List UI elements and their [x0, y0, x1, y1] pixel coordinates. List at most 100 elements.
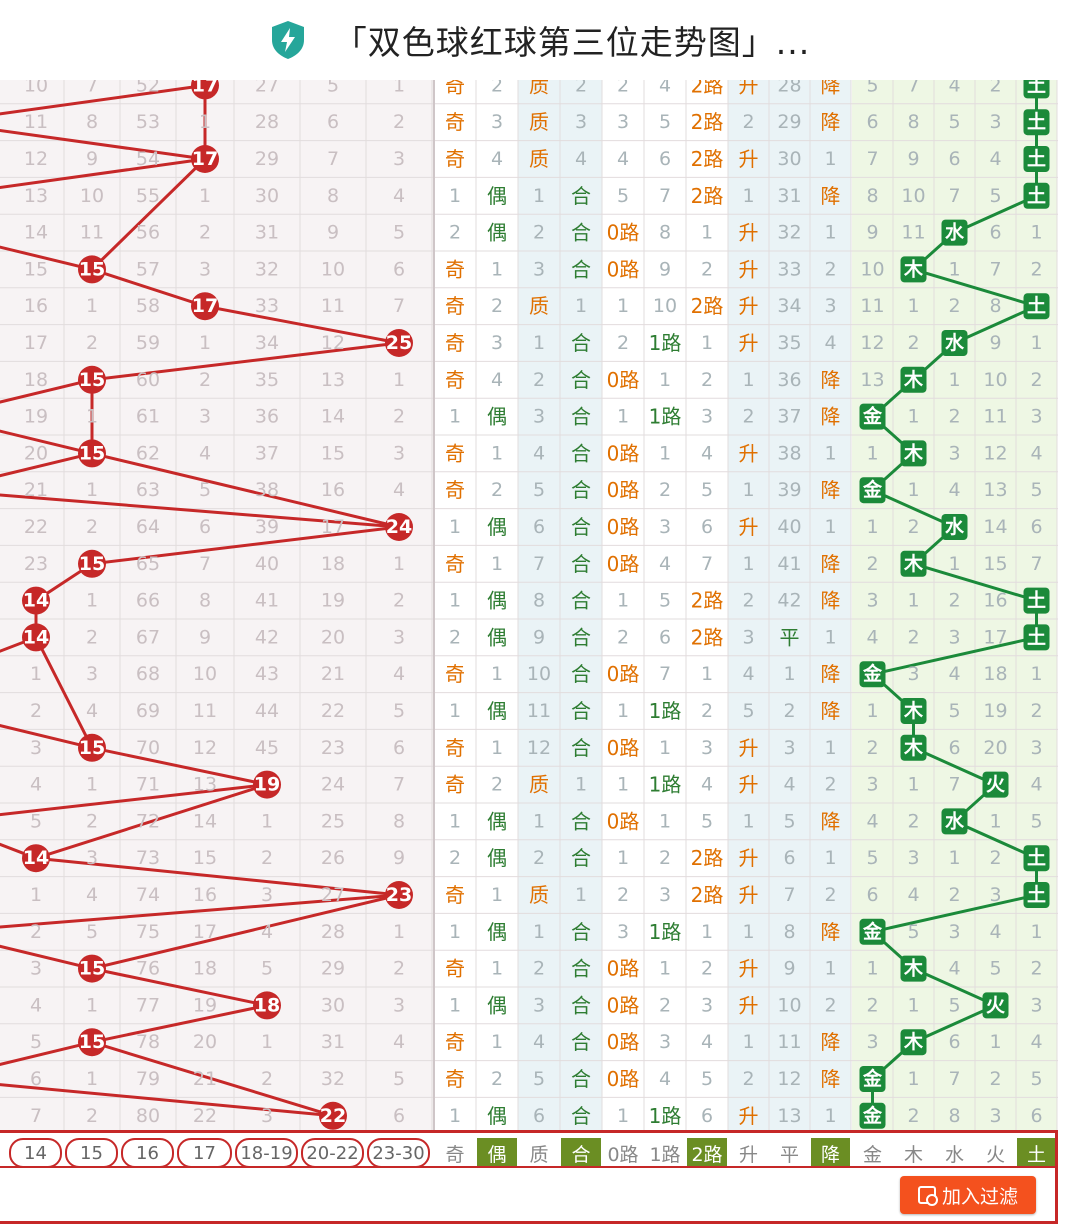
prime-miss-count: 1 [533, 185, 545, 207]
trend-miss-count: 2 [824, 994, 836, 1016]
trend-miss-count: 2 [742, 590, 754, 612]
filter-ball-23-30[interactable]: 23-30 [367, 1138, 430, 1168]
miss-count: 16 [24, 295, 48, 317]
road-miss-count: 1 [701, 332, 713, 354]
miss-count: 16 [321, 479, 345, 501]
road-hit-label: 0路 [607, 809, 640, 833]
filter-element-2[interactable]: 水 [944, 1143, 964, 1166]
filter-parity-1[interactable]: 偶 [477, 1138, 517, 1168]
parity-hit-label: 奇 [445, 736, 465, 760]
element-miss-count: 1 [948, 553, 960, 575]
prime-miss-count: 7 [533, 553, 545, 575]
miss-count: 1 [199, 111, 211, 133]
trend-miss-count: 2 [824, 774, 836, 796]
element-miss-count: 4 [948, 479, 960, 501]
filter-element-3[interactable]: 火 [985, 1143, 1005, 1166]
road-miss-count: 2 [617, 332, 629, 354]
miss-count: 10 [80, 185, 104, 207]
element-miss-count: 3 [866, 1031, 878, 1053]
filter-ball-20-22[interactable]: 20-22 [301, 1138, 364, 1168]
table-row: 4 1 77 19 18 30 3 1 偶 3 合 0路 2 3 升 10 2 2 1 5 火 3 [30, 991, 1043, 1020]
miss-count: 3 [393, 148, 405, 170]
miss-count: 28 [255, 111, 279, 133]
red-ball-marker [385, 329, 413, 357]
filter-prime-1[interactable]: 合 [561, 1138, 601, 1168]
table-row: 15 15 57 3 32 10 6 奇 1 3 合 0路 9 2 升 33 2 10 木 1 7 2 [24, 255, 1043, 284]
prime-miss-count: 2 [533, 847, 545, 869]
miss-count: 16 [193, 884, 217, 906]
miss-count: 75 [136, 921, 160, 943]
parity-miss-count: 3 [491, 111, 503, 133]
trend-miss-count: 42 [777, 590, 801, 612]
road-hit-label: 2路 [691, 80, 724, 97]
element-miss-count: 2 [907, 1105, 919, 1127]
filter-trend-0[interactable]: 升 [738, 1143, 758, 1166]
parity-hit-label: 偶 [487, 846, 507, 870]
parity-hit-label: 奇 [445, 773, 465, 797]
add-filter-button[interactable]: 加入过滤 [900, 1176, 1036, 1214]
miss-count: 24 [321, 774, 345, 796]
miss-count: 23 [321, 737, 345, 759]
miss-count: 3 [393, 626, 405, 648]
miss-count: 80 [136, 1105, 160, 1127]
element-miss-count: 7 [948, 185, 960, 207]
filter-ball-18-19[interactable]: 18-19 [235, 1138, 298, 1168]
filter-road-0[interactable]: 0路 [607, 1143, 639, 1166]
miss-count: 2 [86, 516, 98, 538]
road-miss-count: 1 [659, 442, 671, 464]
parity-hit-label: 奇 [445, 1030, 465, 1054]
miss-count: 54 [136, 148, 160, 170]
miss-count: 5 [327, 80, 339, 96]
trend-miss-count: 36 [777, 369, 801, 391]
red-ball-marker [78, 549, 106, 578]
miss-count: 5 [261, 958, 273, 980]
trend-zone-bg [728, 80, 851, 1130]
trend-miss-count: 2 [783, 700, 795, 722]
element-miss-count: 6 [866, 111, 878, 133]
filter-ball-17[interactable]: 17 [177, 1138, 232, 1168]
filter-parity-0[interactable]: 奇 [445, 1143, 465, 1166]
filter-road-2[interactable]: 2路 [687, 1138, 727, 1168]
element-hit-marker [1023, 587, 1050, 614]
miss-count: 9 [199, 626, 211, 648]
filter-element-0[interactable]: 金 [862, 1143, 882, 1166]
filter-ball-15[interactable]: 15 [65, 1138, 118, 1168]
miss-count: 4 [393, 185, 405, 207]
filter-ball-14[interactable]: 14 [9, 1138, 62, 1168]
trend-chart[interactable]: 10 7 52 17 27 5 1 奇 2 质 2 2 4 2路升 28 降 5 7 4 2 土 11 8 53 1 28 6 2 奇 3… [0, 80, 1080, 1130]
miss-count: 2 [393, 406, 405, 428]
miss-count: 71 [136, 774, 160, 796]
element-hit-label: 土 [1027, 185, 1046, 207]
filter-prime-0[interactable]: 质 [529, 1143, 549, 1166]
filter-ball-16[interactable]: 16 [121, 1138, 174, 1168]
trend-hit-label: 降 [821, 1067, 841, 1091]
miss-count: 30 [321, 994, 345, 1016]
road-hit-label: 0路 [607, 1067, 640, 1091]
road-hit-label: 2路 [691, 589, 724, 613]
miss-count: 5 [393, 1068, 405, 1090]
filter-trend-2[interactable]: 降 [811, 1138, 850, 1168]
road-hit-label: 0路 [607, 1030, 640, 1054]
miss-count: 64 [136, 516, 160, 538]
trend-miss-count: 13 [777, 1105, 801, 1127]
road-hit-label: 2路 [691, 184, 724, 208]
miss-count: 2 [30, 700, 42, 722]
miss-count: 19 [193, 994, 217, 1016]
table-row: 20 15 62 4 37 15 3 奇 1 4 合 0路 1 4 升 38 1 1 木 3 12 4 [24, 439, 1043, 468]
filter-element-1[interactable]: 木 [903, 1143, 923, 1166]
red-ball-marker [319, 1101, 347, 1130]
element-miss-count: 2 [907, 516, 919, 538]
trend-miss-count: 30 [777, 148, 801, 170]
filter-road-1[interactable]: 1路 [649, 1143, 681, 1166]
miss-count: 4 [30, 994, 42, 1016]
element-miss-count: 3 [948, 921, 960, 943]
filter-element-4[interactable]: 土 [1017, 1138, 1056, 1168]
parity-miss-count: 2 [449, 626, 461, 648]
parity-miss-count: 2 [449, 222, 461, 244]
element-hit-marker [1023, 624, 1050, 651]
miss-count: 15 [321, 442, 345, 464]
filter-trend-1[interactable]: 平 [779, 1143, 799, 1166]
miss-count: 27 [255, 80, 279, 96]
road-miss-count: 1 [659, 737, 671, 759]
road-miss-count: 7 [659, 663, 671, 685]
